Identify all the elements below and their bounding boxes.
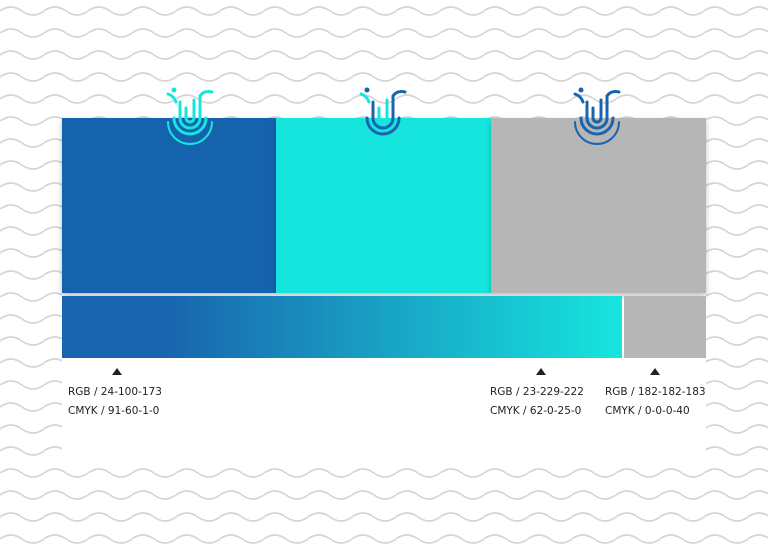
- logo-dot: [171, 87, 177, 93]
- swatch: [491, 118, 706, 293]
- logo: [359, 87, 407, 145]
- cmyk-label: CMYK / 62-0-25-0: [490, 405, 581, 417]
- logo-arc: [365, 116, 401, 136]
- marker-triangle: [112, 368, 122, 375]
- logo-stroke: [377, 98, 389, 124]
- logo-stroke: [359, 92, 371, 104]
- cmyk-label: CMYK / 91-60-1-0: [68, 405, 159, 417]
- logo-arc: [579, 116, 615, 136]
- logo-stroke: [184, 98, 196, 124]
- rgb-label: RGB / 23-229-222: [490, 386, 584, 398]
- rgb-label: RGB / 24-100-173: [68, 386, 162, 398]
- logo: [573, 87, 621, 145]
- logo-stroke: [371, 90, 407, 130]
- logo-arc: [167, 121, 213, 145]
- swatch-strip: [624, 296, 706, 358]
- logo-dot: [364, 87, 370, 93]
- logo-dot: [578, 87, 584, 93]
- logo: [166, 87, 214, 145]
- marker-triangle: [536, 368, 546, 375]
- gradient-bar: [62, 296, 622, 358]
- logo-stroke: [166, 92, 178, 104]
- logo-arc: [360, 121, 406, 145]
- logo-stroke: [585, 90, 621, 130]
- logo-arc: [172, 116, 208, 136]
- logo-stroke: [573, 92, 585, 104]
- logo-stroke: [178, 90, 214, 130]
- logo-arc: [574, 121, 620, 145]
- swatch: [62, 118, 276, 293]
- cmyk-label: CMYK / 0-0-0-40: [605, 405, 690, 417]
- swatch: [276, 118, 491, 293]
- marker-triangle: [650, 368, 660, 375]
- logo-stroke: [591, 98, 603, 124]
- rgb-label: RGB / 182-182-183: [605, 386, 706, 398]
